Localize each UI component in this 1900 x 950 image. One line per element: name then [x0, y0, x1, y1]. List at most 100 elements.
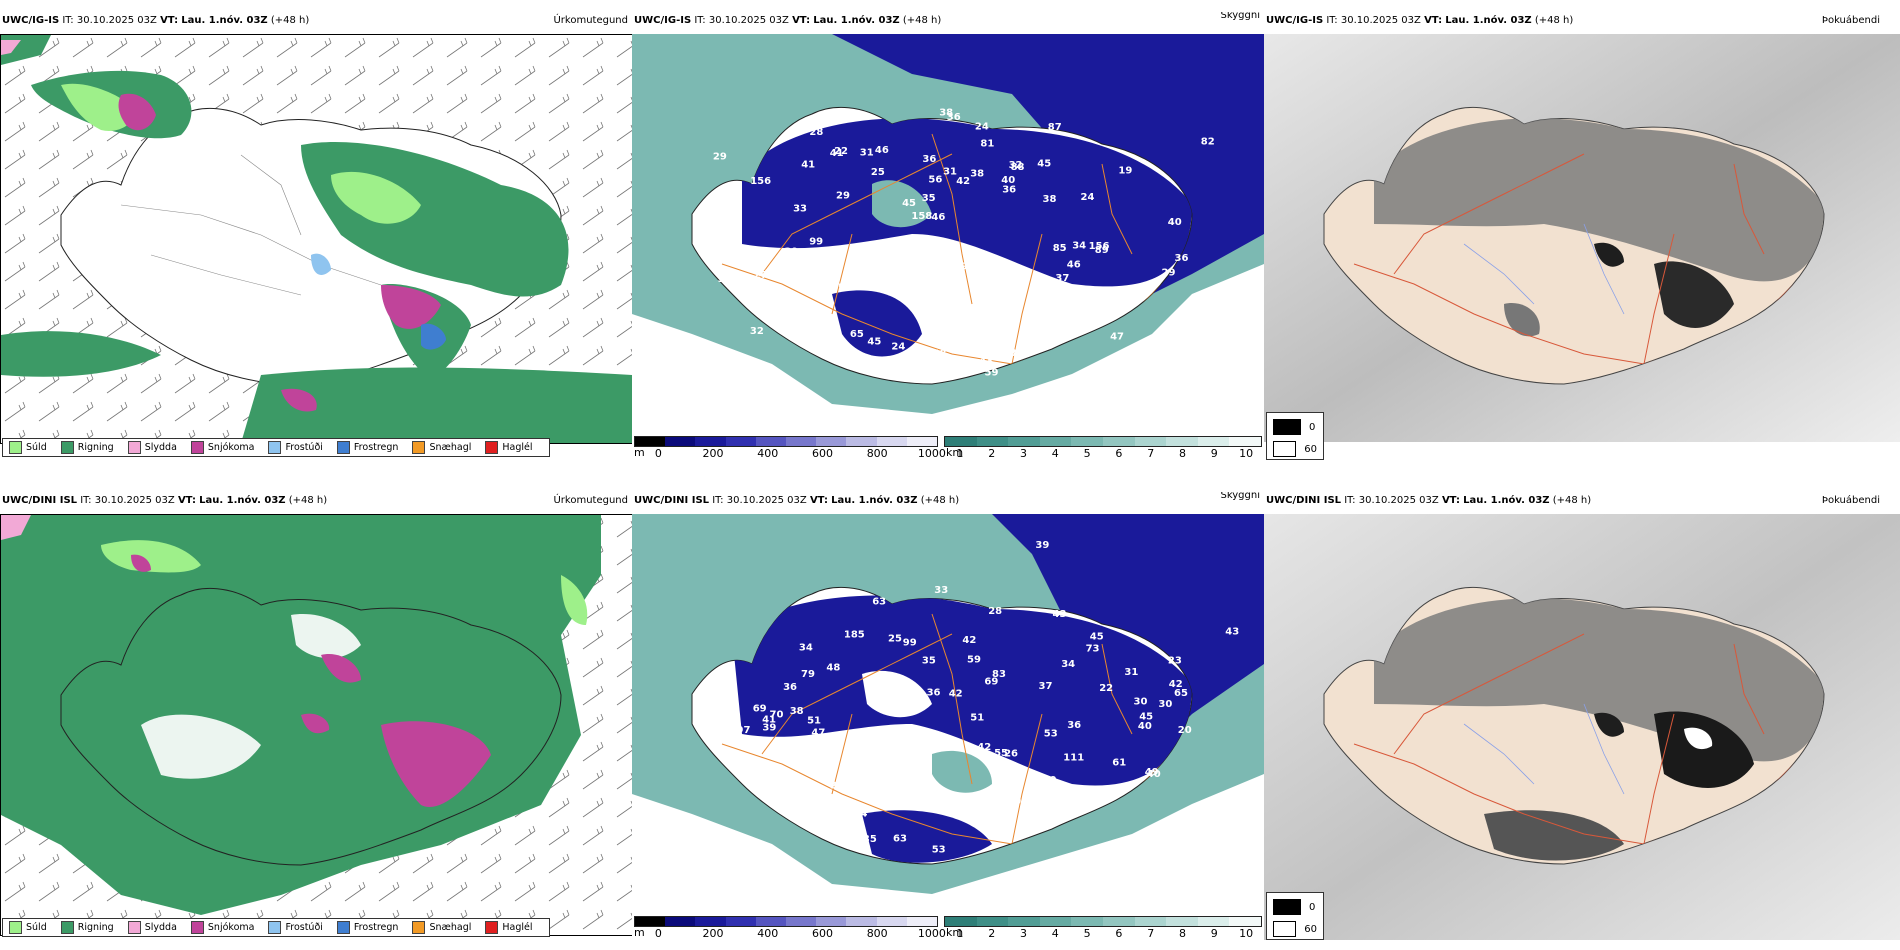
fog-key-row: 0	[1273, 419, 1317, 435]
visibility-value-label: 48	[933, 349, 947, 360]
colorbar-segment	[1197, 917, 1230, 926]
visibility-value-label: 47	[816, 764, 830, 775]
visibility-value-label: 40	[814, 321, 828, 332]
visibility-value-label: 48	[826, 663, 840, 674]
visibility-value-label: 51	[1028, 303, 1042, 314]
colorbar-tick: 2	[988, 927, 996, 940]
colorbar-tick: 10	[1239, 927, 1254, 940]
legend-item: Slydda	[127, 441, 177, 454]
legend-item: Rigning	[60, 441, 114, 454]
legend-item: Snjókoma	[190, 441, 254, 454]
legend-item: Rigning	[60, 921, 114, 934]
visibility-value-label: 29	[836, 191, 850, 202]
cloudbase-unit: m	[634, 446, 645, 459]
visibility-value-label: 63	[872, 596, 886, 607]
visibility-value-label: 47	[811, 728, 825, 739]
visibility-value-label: 69	[753, 703, 767, 714]
visibility-value-label: 38	[970, 169, 984, 180]
visibility-value-label: 36	[783, 682, 797, 693]
visibility-value-label: 49	[1090, 288, 1104, 299]
colorbar-segment	[906, 437, 938, 446]
visibility-value-label: 34	[977, 329, 991, 340]
colorbar-tick: 800	[866, 927, 888, 940]
visibility-value-label: 31	[943, 166, 957, 177]
visibility-value-label: 23	[830, 781, 844, 792]
visibility-value-label: 19	[1118, 166, 1132, 177]
visibility-value-label: 36	[1067, 720, 1081, 731]
visibility-value-label: 53	[1044, 729, 1058, 740]
colorbar-segment	[755, 917, 787, 926]
row2-precip-panel: UWC/DINI ISL IT: 30.10.2025 03Z VT: Lau.…	[0, 492, 632, 944]
colorbar-tick: 9	[1210, 447, 1218, 460]
colorbar-segment	[945, 917, 977, 926]
visibility-value-label: 45	[902, 198, 916, 209]
visibility-value-label: 33	[1064, 808, 1078, 819]
colorbar-tick: 200	[702, 927, 724, 940]
colorbar-ticks: 0 200 400 600 800 1000	[634, 447, 946, 460]
visibility-map: 6455484747456911169535548633783599641392…	[632, 514, 1264, 910]
visibility-value-label: 96	[902, 795, 916, 806]
visibility-value-label: 68	[811, 274, 825, 285]
colorbar-tick: 200	[702, 447, 724, 460]
panel-title: UWC/IG-IS IT: 30.10.2025 03Z VT: Lau. 1.…	[634, 15, 942, 26]
visibility-value-label: 38	[1043, 194, 1057, 205]
legend-swatch	[412, 441, 426, 454]
colorbar-bar	[944, 916, 1262, 927]
visibility-map: 215 156 158 87 81 74 46 40 38 88 89 85 82 35 33 56 55 156…	[632, 34, 1264, 430]
colorbar-tick: 600	[811, 927, 833, 940]
visibility-value-label: 31	[1124, 667, 1138, 678]
colorbar-tick: 4	[1051, 447, 1059, 460]
visibility-value-label: 65	[1174, 688, 1188, 699]
visibility-value-label: 82	[1201, 137, 1215, 148]
colorbar-segment	[876, 437, 907, 446]
visibility-value-label: 38	[718, 703, 732, 714]
colorbar-segment	[635, 437, 666, 446]
colorbar-tick: 6	[1115, 927, 1123, 940]
fog-key-row: 0	[1273, 899, 1317, 915]
visibility-value-label: 41	[762, 715, 776, 726]
visibility-value-label: 33	[793, 204, 807, 215]
colorbar-segment	[665, 917, 696, 926]
visibility-value-label: 40	[1007, 796, 1021, 807]
colorbar-tick: 1000	[917, 447, 946, 460]
legend-item: Snæhagl	[412, 921, 471, 934]
visibility-value-label: 46	[1067, 260, 1081, 271]
legend-swatch	[485, 921, 499, 934]
visibility-value-label: 46	[931, 212, 945, 223]
legend-item: Haglél	[485, 441, 533, 454]
visibility-value-label: 35	[922, 193, 936, 204]
legend-swatch	[9, 921, 22, 934]
colorbar-segment	[1039, 437, 1072, 446]
visibility-value-label: 43	[1225, 627, 1239, 638]
colorbar-segment	[906, 917, 938, 926]
visibility-value-label: 20	[1178, 725, 1192, 736]
colorbar-tick: 800	[866, 447, 888, 460]
visibility-value-label: 31	[975, 304, 989, 315]
colorbar-tick: 400	[757, 447, 779, 460]
visibility-value-label: 88	[1011, 162, 1025, 173]
visibility-value-label: 42	[956, 176, 970, 187]
row1-precip-panel: UWC/IG-IS IT: 30.10.2025 03Z VT: Lau. 1.…	[0, 12, 632, 464]
colorbar-segment	[816, 437, 847, 446]
visibility-value-label: 42	[962, 635, 976, 646]
visibility-value-label: 83	[992, 669, 1006, 680]
visibility-value-label: 25	[871, 167, 885, 178]
colorbar-tick: 3	[1020, 447, 1027, 460]
visibility-value-label: 40	[1001, 175, 1015, 186]
visibility-value-label: 55	[994, 748, 1008, 759]
visibility-value-label: 34	[1072, 240, 1086, 251]
colorbar-tick: 5	[1083, 927, 1091, 940]
colorbar-segment	[1197, 437, 1230, 446]
visibility-value-label: 70	[770, 709, 784, 720]
visibility-value-label: 36	[809, 304, 823, 315]
visibility-value-label: 38	[939, 107, 953, 118]
colorbar-segment	[945, 437, 977, 446]
colorbar-ticks: 1 2 3 4 5 6 7 8 9 10	[944, 447, 1262, 460]
colorbar-tick: 4	[1051, 927, 1059, 940]
fog-key-swatch	[1273, 899, 1301, 915]
visibility-value-label: 49	[810, 753, 824, 764]
visibility-value-label: 55	[717, 679, 731, 690]
visibility-value-label: 54	[937, 356, 951, 367]
legend-item: Haglél	[485, 921, 533, 934]
colorbar-tick: 10	[1239, 447, 1254, 460]
